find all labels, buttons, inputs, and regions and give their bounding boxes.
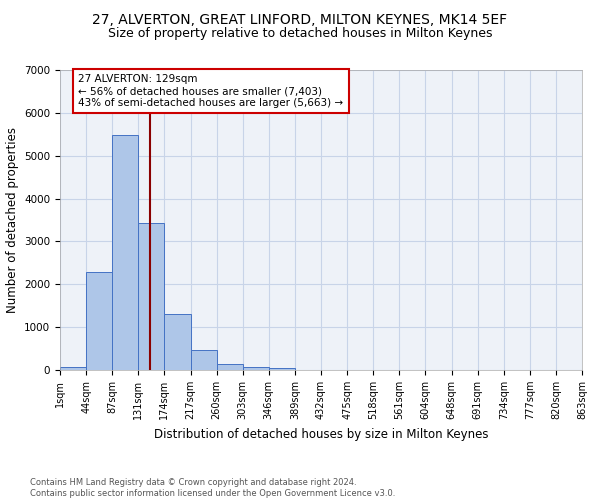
Bar xyxy=(86,272,112,370)
Bar xyxy=(242,366,269,370)
Bar xyxy=(191,350,217,370)
Bar xyxy=(112,135,139,370)
Bar xyxy=(164,314,191,370)
X-axis label: Distribution of detached houses by size in Milton Keynes: Distribution of detached houses by size … xyxy=(154,428,488,440)
Bar xyxy=(217,364,243,370)
Text: 27, ALVERTON, GREAT LINFORD, MILTON KEYNES, MK14 5EF: 27, ALVERTON, GREAT LINFORD, MILTON KEYN… xyxy=(92,12,508,26)
Text: Size of property relative to detached houses in Milton Keynes: Size of property relative to detached ho… xyxy=(108,28,492,40)
Bar xyxy=(269,368,295,370)
Bar xyxy=(139,223,164,370)
Y-axis label: Number of detached properties: Number of detached properties xyxy=(5,127,19,313)
Text: 27 ALVERTON: 129sqm
← 56% of detached houses are smaller (7,403)
43% of semi-det: 27 ALVERTON: 129sqm ← 56% of detached ho… xyxy=(78,74,343,108)
Bar xyxy=(60,367,86,370)
Text: Contains HM Land Registry data © Crown copyright and database right 2024.
Contai: Contains HM Land Registry data © Crown c… xyxy=(30,478,395,498)
